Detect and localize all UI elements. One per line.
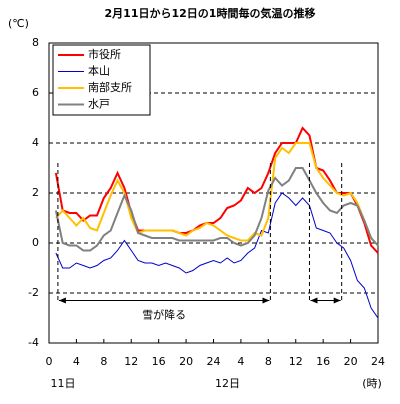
plot-frame: [48, 42, 379, 344]
y-tick-label: 4: [32, 136, 39, 149]
x-tick-label: 4: [73, 355, 80, 368]
x-tick-label: 12: [124, 355, 138, 368]
x-tick-label: 20: [179, 355, 193, 368]
series-line: [55, 192, 379, 319]
chart-title: 2月11日から12日の1時間毎の気温の推移: [105, 6, 316, 20]
snow-label: 雪が降る: [142, 308, 186, 322]
y-tick-label: 8: [32, 36, 39, 49]
x-unit: (時): [362, 377, 382, 390]
snow-label-bg: [138, 307, 191, 324]
x-tick-label: 16: [152, 355, 166, 368]
x-tick-label: 4: [237, 355, 244, 368]
series-line: [54, 167, 379, 252]
legend-label: 南部支所: [88, 80, 132, 94]
y-tick-label: 6: [32, 86, 39, 99]
x-tick-label: 24: [207, 355, 221, 368]
y-tick-label: 2: [32, 186, 39, 199]
x-tick-label: 16: [316, 355, 330, 368]
x-tick-label: 8: [100, 355, 107, 368]
day-label: 12日: [215, 377, 240, 390]
legend-box: [52, 44, 151, 116]
x-tick-label: 8: [265, 355, 272, 368]
series-line: [55, 142, 379, 247]
day-label: 11日: [51, 377, 76, 390]
y-tick-label: -2: [28, 286, 39, 299]
legend-label: 市役所: [88, 47, 121, 61]
x-tick-label: 20: [344, 355, 358, 368]
y-tick-label: 0: [32, 236, 39, 249]
series-line: [54, 126, 379, 254]
legend-label: 水戸: [88, 98, 110, 111]
y-unit: (℃): [8, 17, 29, 30]
y-tick-label: -4: [28, 336, 39, 349]
x-tick-label: 0: [46, 355, 53, 368]
x-tick-label: 12: [289, 355, 303, 368]
x-tick-label: 24: [371, 355, 385, 368]
legend-label: 本山: [88, 64, 110, 78]
